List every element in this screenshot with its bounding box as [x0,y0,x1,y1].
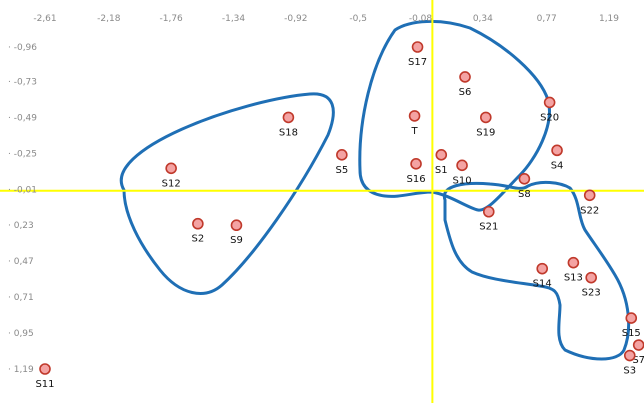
y-tick-label: · -0,96 [8,43,37,53]
y-tick-label: · -0,25 [8,149,37,159]
point-label: S22 [580,205,599,216]
data-point-s10: S10 [453,160,472,186]
point-label: S10 [453,175,472,186]
data-point-s14: S14 [533,264,552,290]
point-label: S1 [435,165,448,176]
y-tick-label: · 0,71 [8,293,34,303]
point-marker [457,160,467,170]
data-point-s5: S5 [335,150,348,176]
point-label: S8 [518,189,531,200]
x-tick-label: -1,34 [222,14,246,24]
y-tick-labels: · -0,96 · -0,73 · -0,49 · -0,25 · -0,01 · 0,2… [8,43,37,375]
point-marker [552,145,562,155]
point-marker [410,111,420,121]
cluster-outline-left [121,94,333,294]
y-tick-label: · 0,23 [8,221,34,231]
data-point-s18: S18 [279,112,298,138]
data-point-s4: S4 [551,145,564,171]
point-label: S21 [479,222,498,233]
point-label: S11 [35,379,54,390]
point-marker [519,174,529,184]
data-points: S17 S6 S20 S18 T S19 S4 S5 S16 S1 S10 S12 S8 S22 S21 S2… [35,42,644,390]
data-point-s6: S6 [459,72,472,98]
data-point-s9: S9 [230,220,243,246]
point-label: S2 [192,234,205,245]
point-marker [460,72,470,82]
point-marker [411,159,421,169]
data-point-s19: S19 [476,112,495,138]
point-label: S14 [533,279,552,290]
data-point-s15: S15 [622,313,641,339]
point-label: S4 [551,160,564,171]
x-tick-label: 0,77 [537,14,557,24]
point-marker [40,364,50,374]
point-marker [585,190,595,200]
x-tick-label: -0,08 [409,14,433,24]
point-marker [413,42,423,52]
point-marker [568,258,578,268]
point-label: S15 [622,328,641,339]
point-marker [481,112,491,122]
point-marker [193,219,203,229]
point-marker [436,150,446,160]
y-tick-label: · -0,01 [8,185,37,195]
point-label: S12 [162,178,181,189]
y-tick-label: · 1,19 [8,365,34,375]
y-tick-label: · 0,47 [8,257,34,267]
point-label: S5 [335,165,348,176]
data-point-s11: S11 [35,364,54,390]
point-marker [337,150,347,160]
point-marker [537,264,547,274]
x-tick-labels: -2,61 -2,18 -1,76 -1,34 -0,92 -0,5 -0,08 0,34 0,… [33,14,619,24]
x-tick-label: -0,5 [349,14,367,24]
point-label: S9 [230,235,243,246]
data-point-s13: S13 [564,258,583,284]
point-label: S17 [408,57,427,68]
x-tick-label: 1,19 [599,14,619,24]
point-label: S6 [459,87,472,98]
data-point-t: T [410,111,420,137]
data-point-s17: S17 [408,42,427,68]
x-tick-label: 0,34 [473,14,493,24]
data-point-s1: S1 [435,150,448,176]
data-point-s22: S22 [580,190,599,216]
y-tick-label: · -0,73 [8,77,37,87]
y-tick-label: · 0,95 [8,329,34,339]
data-point-s2: S2 [192,219,205,245]
point-label: S19 [476,127,495,138]
data-point-s23: S23 [582,273,601,299]
point-marker [625,351,635,361]
x-tick-label: -2,61 [33,14,56,24]
point-marker [545,97,555,107]
point-marker [586,273,596,283]
x-tick-label: -0,92 [284,14,307,24]
y-tick-label: · -0,49 [8,113,37,123]
point-label: S18 [279,127,298,138]
point-label: S16 [407,174,426,185]
point-marker [484,207,494,217]
point-marker [166,163,176,173]
data-point-s16: S16 [407,159,426,185]
point-marker [634,340,644,350]
point-marker [626,313,636,323]
point-label: T [411,126,419,137]
x-tick-label: -2,18 [97,14,121,24]
x-tick-label: -1,76 [160,14,184,24]
point-label: S3 [623,366,636,377]
point-label: S20 [540,112,559,123]
data-point-s12: S12 [162,163,181,189]
point-marker [283,112,293,122]
point-marker [231,220,241,230]
point-label: S13 [564,273,583,284]
point-label: S23 [582,288,601,299]
